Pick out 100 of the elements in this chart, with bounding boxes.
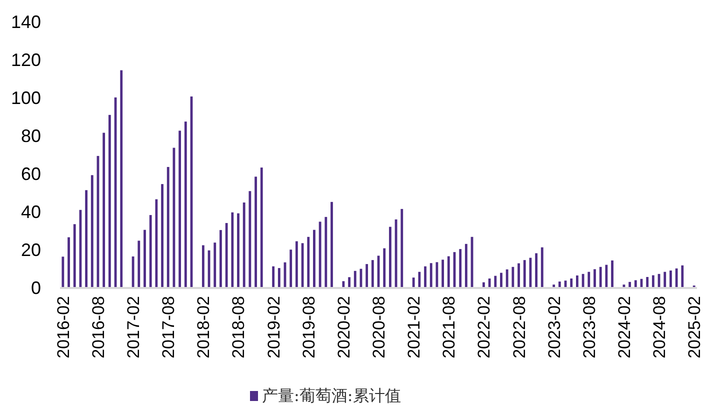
bar bbox=[214, 242, 216, 288]
y-tick-label: 0 bbox=[30, 278, 41, 298]
bar bbox=[307, 236, 310, 288]
bar bbox=[424, 266, 426, 288]
x-tick-label: 2020-02 bbox=[334, 296, 354, 358]
bar bbox=[400, 208, 404, 288]
bar bbox=[388, 226, 392, 288]
bar bbox=[634, 280, 637, 288]
bar bbox=[220, 230, 222, 288]
x-tick-label: 2025-02 bbox=[685, 296, 704, 358]
x-tick-label: 2021-08 bbox=[440, 296, 459, 358]
bar bbox=[442, 260, 444, 288]
x-tick-label: 2021-02 bbox=[404, 296, 424, 358]
bar bbox=[242, 202, 246, 288]
bar bbox=[523, 260, 526, 288]
bar bbox=[225, 223, 228, 288]
bar bbox=[68, 237, 70, 288]
bar bbox=[295, 241, 298, 288]
bar bbox=[313, 230, 316, 288]
bar bbox=[412, 278, 415, 288]
bar bbox=[237, 213, 240, 288]
bar bbox=[342, 281, 345, 288]
bar bbox=[120, 70, 123, 288]
y-tick-label: 120 bbox=[10, 50, 41, 70]
bar bbox=[260, 168, 263, 288]
x-tick-label: 2016-02 bbox=[54, 296, 73, 358]
bar bbox=[132, 256, 134, 288]
y-tick-label: 60 bbox=[20, 164, 41, 184]
bar bbox=[166, 166, 170, 288]
bar bbox=[318, 222, 322, 288]
x-tick-label: 2019-08 bbox=[299, 296, 318, 358]
bar bbox=[506, 269, 508, 288]
bar bbox=[366, 264, 368, 288]
bar bbox=[418, 272, 421, 288]
bar bbox=[184, 122, 187, 288]
bar bbox=[202, 245, 204, 288]
bar bbox=[570, 278, 573, 288]
x-tick-label: 2020-08 bbox=[370, 296, 388, 358]
bar bbox=[149, 215, 152, 288]
bar bbox=[459, 249, 462, 288]
bar bbox=[371, 260, 374, 288]
bar bbox=[248, 191, 252, 288]
bar bbox=[588, 272, 590, 288]
bar bbox=[278, 268, 280, 288]
bar bbox=[108, 114, 111, 288]
x-tick-label: 2017-02 bbox=[124, 296, 144, 358]
bar bbox=[599, 266, 602, 288]
bar bbox=[464, 244, 468, 288]
bar bbox=[73, 224, 76, 288]
x-tick-label: 2017-08 bbox=[159, 296, 178, 358]
bar bbox=[383, 248, 386, 288]
bar bbox=[494, 276, 497, 288]
bar bbox=[272, 266, 275, 288]
bar bbox=[681, 265, 684, 288]
bar bbox=[231, 212, 234, 288]
bar bbox=[430, 263, 432, 288]
bar bbox=[62, 256, 64, 288]
bar bbox=[535, 253, 538, 288]
y-tick-label: 20 bbox=[20, 240, 41, 260]
bar bbox=[161, 184, 164, 288]
bar bbox=[290, 250, 292, 288]
bar bbox=[646, 276, 649, 288]
bar bbox=[670, 270, 672, 288]
x-tick-label: 2016-08 bbox=[88, 296, 108, 358]
x-tick-label: 2023-08 bbox=[580, 296, 599, 358]
bar bbox=[576, 275, 578, 288]
bar bbox=[324, 216, 328, 288]
x-tick-label: 2024-02 bbox=[614, 296, 634, 358]
legend: 产量:葡萄酒:累计值 bbox=[250, 386, 401, 405]
x-tick-label: 2018-02 bbox=[194, 296, 214, 358]
bar bbox=[354, 270, 356, 288]
bar bbox=[529, 258, 532, 288]
bar bbox=[102, 132, 106, 288]
bar bbox=[330, 202, 333, 288]
bar bbox=[254, 176, 257, 288]
bar bbox=[90, 175, 94, 288]
bar bbox=[652, 275, 654, 288]
x-tick-label: 2024-08 bbox=[650, 296, 670, 358]
bar bbox=[436, 262, 438, 288]
x-tick-label: 2019-02 bbox=[264, 296, 284, 358]
x-tick-label: 2023-02 bbox=[544, 296, 564, 358]
y-tick-label: 100 bbox=[10, 88, 41, 108]
bar bbox=[447, 256, 450, 288]
bar bbox=[348, 277, 350, 288]
bar bbox=[605, 264, 608, 288]
y-tick-label: 140 bbox=[10, 12, 41, 32]
bar bbox=[518, 263, 520, 288]
bar bbox=[500, 272, 502, 288]
bar bbox=[155, 199, 158, 288]
bar bbox=[144, 230, 146, 288]
bar bbox=[512, 266, 514, 288]
y-tick-label: 80 bbox=[20, 126, 41, 146]
bar bbox=[664, 272, 666, 288]
x-tick-label: 2022-08 bbox=[510, 296, 529, 358]
bar bbox=[178, 130, 182, 288]
bar bbox=[611, 260, 614, 288]
bar bbox=[85, 190, 88, 288]
bar bbox=[138, 240, 140, 288]
y-tick-label: 40 bbox=[20, 202, 41, 222]
x-tick-label: 2022-02 bbox=[474, 296, 494, 358]
